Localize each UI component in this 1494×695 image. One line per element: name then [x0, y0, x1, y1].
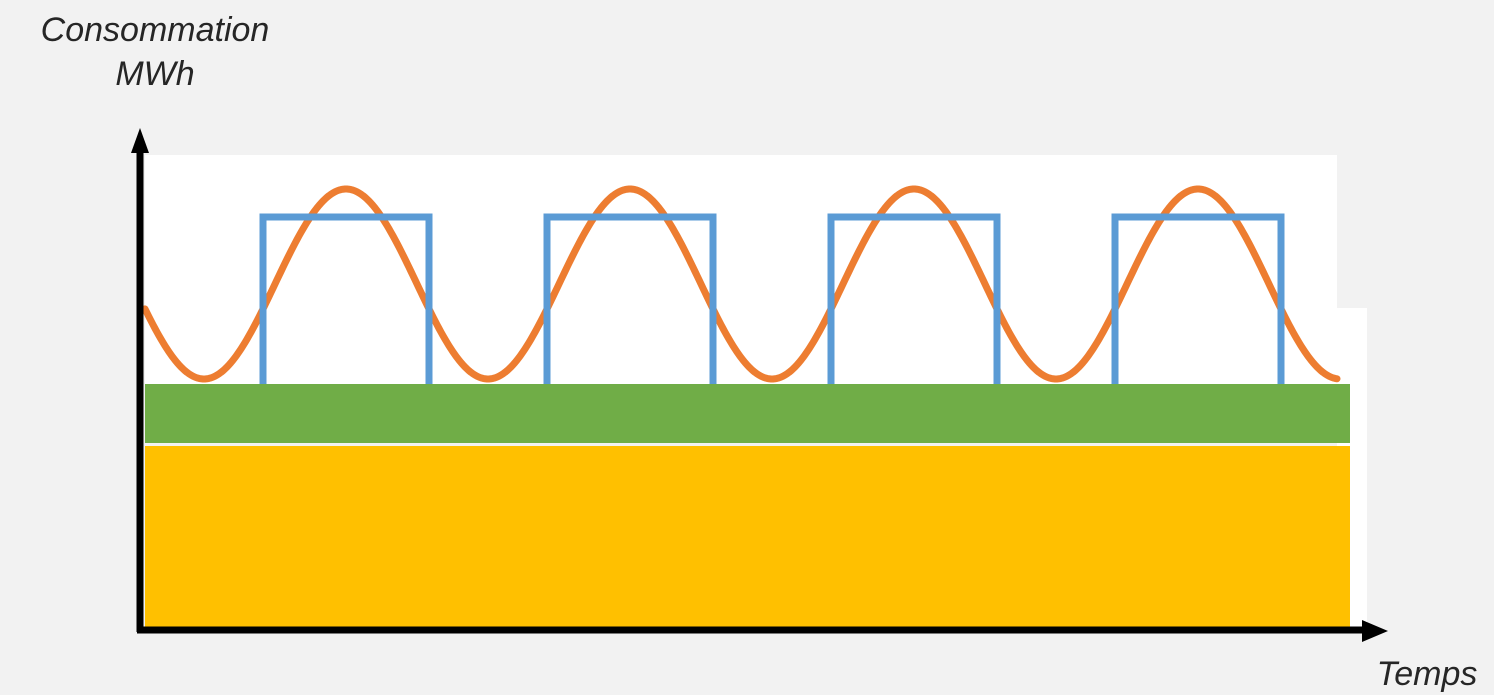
x-axis-label: Temps [1376, 655, 1478, 693]
square-pulse-1 [259, 213, 433, 384]
middle-load-band [145, 384, 1350, 443]
y-axis-label: Consommation MWh [0, 8, 310, 96]
base-load-band [145, 446, 1350, 628]
sine-curve [141, 185, 1341, 383]
square-pulse-2 [543, 213, 717, 384]
y-axis-label-line1: Consommation [40, 11, 270, 49]
square-pulse-3 [827, 213, 1001, 384]
square-pulse-4 [1111, 213, 1285, 384]
square-pulses [259, 213, 1285, 384]
x-axis-arrow-icon [1362, 620, 1388, 642]
y-axis-label-line2: MWh [115, 55, 195, 93]
y-axis-arrow-icon [131, 128, 149, 153]
plot-area-background [145, 155, 1337, 385]
